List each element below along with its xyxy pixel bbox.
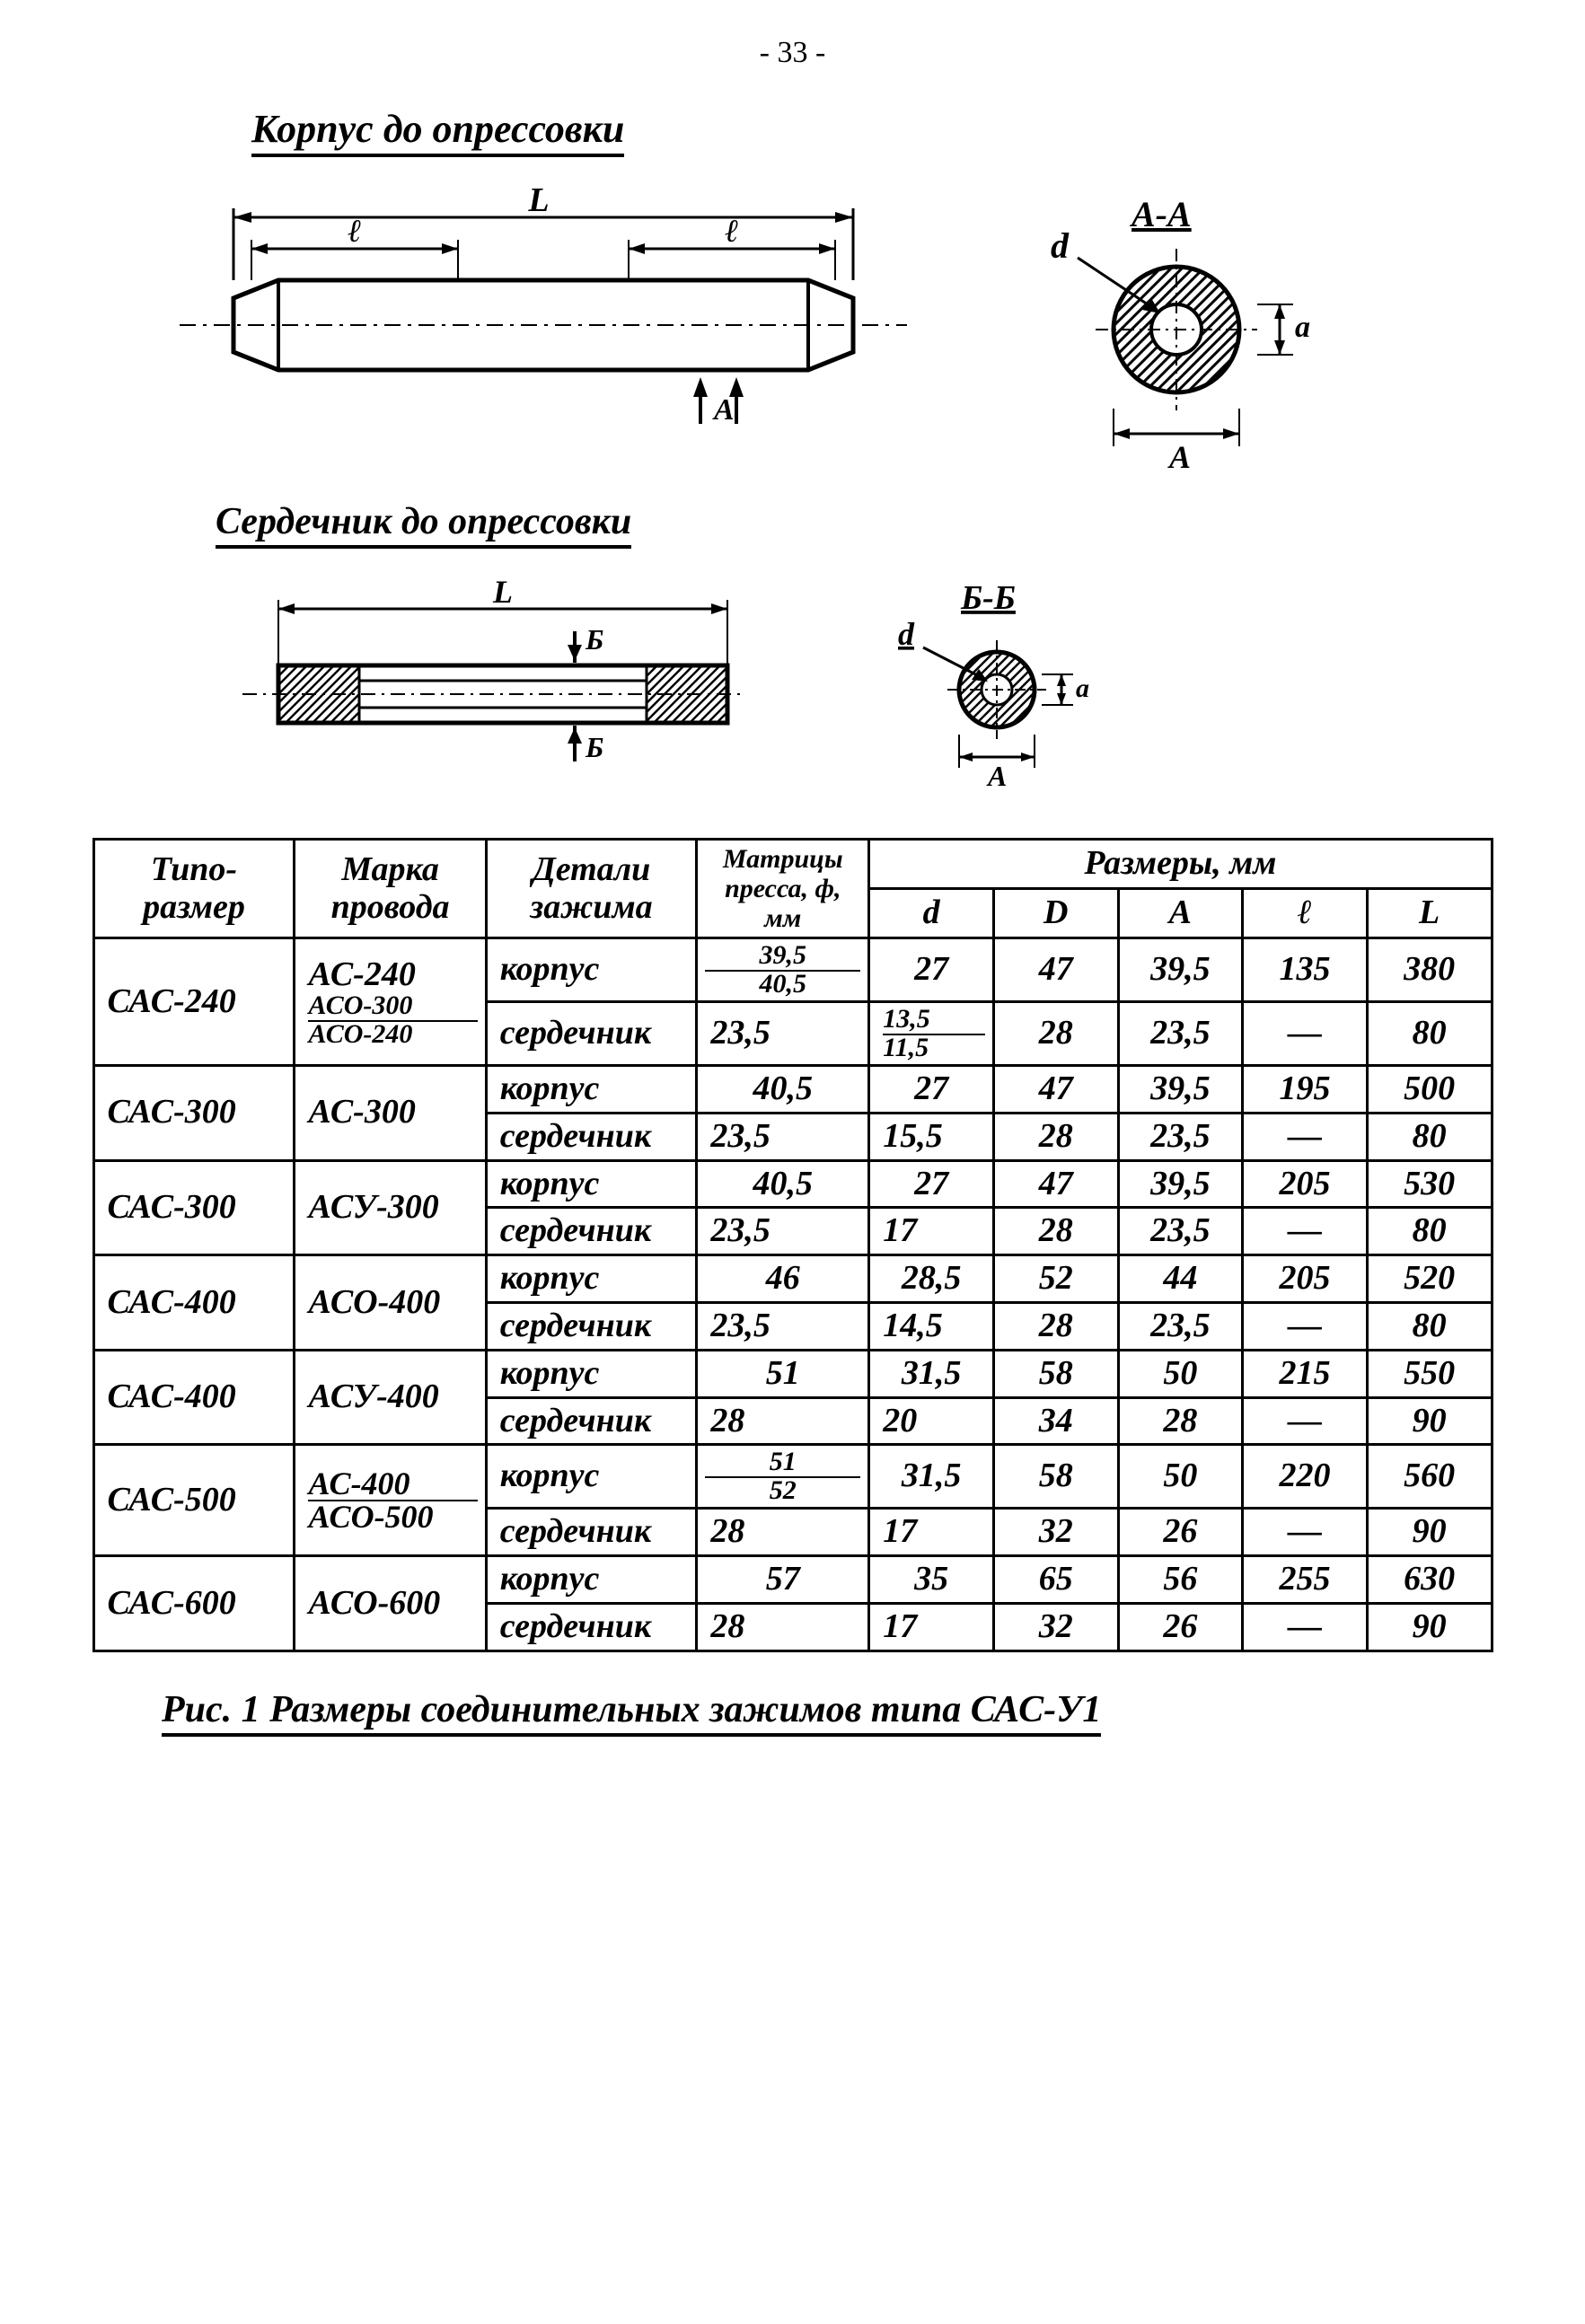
th-d: d: [869, 889, 994, 938]
fig2-title: Сердечник до опрессовки: [216, 500, 631, 549]
table-row: САС-500 АС-400АСО-500 корпус 5152 31,5 5…: [93, 1445, 1492, 1509]
table-row: САС-300 АС-300 корпус 40,5 27 47 39,5 19…: [93, 1066, 1492, 1114]
th-L: L: [1367, 889, 1492, 938]
svg-text:ℓ: ℓ: [348, 213, 361, 249]
th-detail: Детали зажима: [486, 840, 697, 938]
svg-text:d: d: [898, 616, 915, 652]
svg-text:А: А: [986, 760, 1007, 792]
table-row: САС-400 АСО-400 корпус 46 28,5 52 44 205…: [93, 1255, 1492, 1303]
dim-L: L: [527, 181, 549, 219]
th-D: D: [993, 889, 1118, 938]
svg-text:L: L: [492, 574, 513, 610]
svg-text:А: А: [1167, 439, 1191, 473]
table-row: САС-300 АСУ-300 корпус 40,5 27 47 39,5 2…: [93, 1160, 1492, 1208]
svg-text:ℓ: ℓ: [725, 213, 738, 249]
th-mark: Марка провода: [295, 840, 486, 938]
svg-text:А-А: А-А: [1129, 194, 1192, 234]
svg-text:а: а: [1076, 673, 1089, 703]
th-dims: Размеры, мм: [869, 840, 1492, 889]
sizes-table: Типо-размер Марка провода Детали зажима …: [92, 838, 1493, 1652]
th-l: ℓ: [1243, 889, 1368, 938]
svg-text:А: А: [712, 393, 735, 427]
table-row: САС-240 АС-240 АСО-300АСО-240 корпус 39,…: [93, 938, 1492, 1002]
svg-text:Б-Б: Б-Б: [960, 579, 1016, 617]
fig2-drawing: L Б Б Б-Б d а А: [216, 559, 1531, 793]
svg-text:Б: Б: [585, 731, 603, 763]
th-A: А: [1118, 889, 1243, 938]
fig1-title: Корпус до опрессовки: [251, 106, 624, 157]
figure-caption: Рис. 1 Размеры соединительных зажимов ти…: [162, 1688, 1101, 1737]
svg-text:d: d: [1051, 225, 1070, 266]
fig1-drawing: L ℓ ℓ А А-А d а А: [162, 168, 1531, 473]
th-type: Типо-размер: [93, 840, 295, 938]
th-matrix: Матрицы пресса, ф, мм: [697, 840, 869, 938]
table-row: САС-600 АСО-600 корпус 57 35 65 56 255 6…: [93, 1556, 1492, 1604]
svg-text:а: а: [1295, 311, 1310, 344]
page-number: - 33 -: [54, 36, 1531, 70]
table-row: САС-400 АСУ-400 корпус 51 31,5 58 50 215…: [93, 1350, 1492, 1397]
svg-text:Б: Б: [585, 623, 603, 656]
